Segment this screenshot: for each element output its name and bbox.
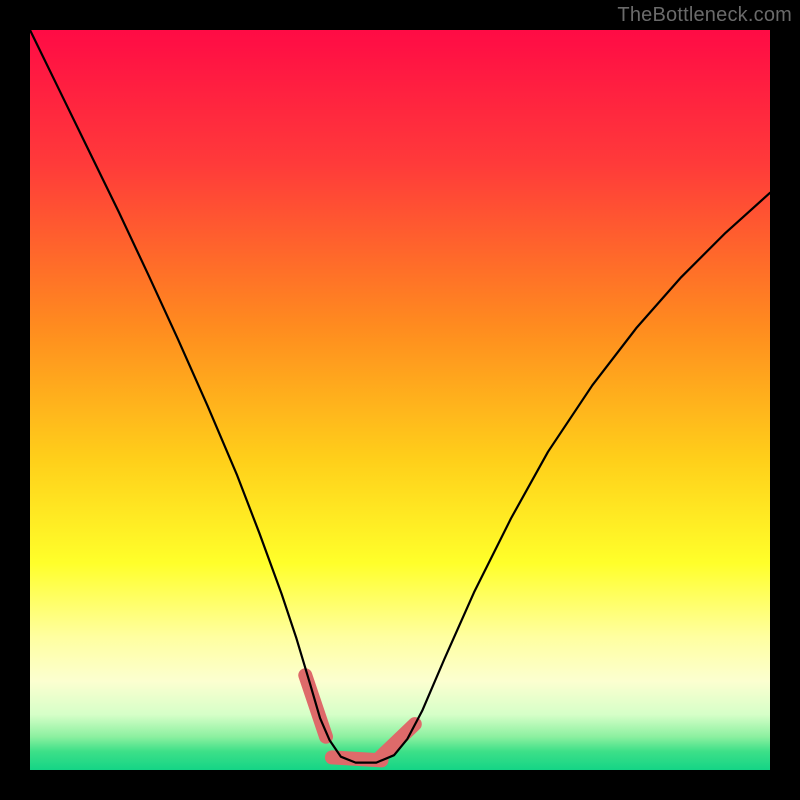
plot-background <box>30 30 770 770</box>
watermark-text: TheBottleneck.com <box>617 4 792 27</box>
chart-stage: TheBottleneck.com <box>0 0 800 800</box>
bottleneck-chart <box>0 0 800 800</box>
